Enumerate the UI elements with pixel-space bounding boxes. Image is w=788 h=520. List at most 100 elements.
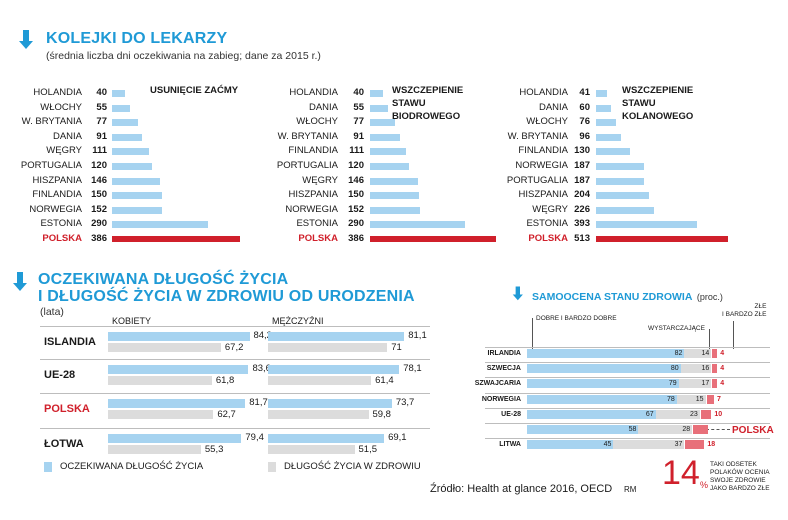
country-label: WĘGRY (302, 174, 338, 186)
good-value: 82 (674, 350, 683, 357)
expected-value: 83,6 (252, 363, 271, 374)
country-label: HOLANDIA (33, 87, 82, 98)
country-label: PORTUGALIA (276, 160, 338, 171)
expected-bar (268, 399, 392, 408)
expected-value: 78,1 (403, 363, 422, 374)
bar-value: 60 (579, 101, 590, 113)
expected-value: 81,7 (249, 397, 268, 408)
bar-value: 55 (96, 101, 107, 113)
country-label: FINLANDIA (518, 145, 568, 157)
good-segment (527, 440, 614, 450)
country-label: FINLANDIA (288, 145, 338, 157)
good-segment (527, 394, 677, 404)
bar (370, 163, 410, 170)
bar (370, 133, 400, 141)
healthy-value: 67,2 (224, 342, 244, 353)
label-bad-line (733, 321, 734, 349)
sufficient-value: 15 (695, 395, 704, 403)
bar-value: 150 (91, 189, 107, 201)
arrow-down-icon (512, 286, 523, 301)
row-separator (40, 393, 430, 394)
bar (596, 221, 698, 229)
life-country-label: POLSKA (44, 403, 90, 415)
bar-value: 77 (353, 116, 364, 128)
country-label: NORWEGIA (29, 203, 82, 215)
bad-value: 10 (714, 410, 723, 418)
bar (112, 148, 149, 156)
bar (112, 104, 131, 112)
healthy-bar (108, 343, 221, 352)
good-value: 80 (670, 365, 679, 373)
country-label: WĘGRY (46, 145, 82, 157)
label-good-line (532, 318, 533, 350)
queues-subtitle: (średnia liczba dni oczekiwania na zabie… (46, 50, 321, 62)
country-label: WŁOCHY (526, 116, 568, 128)
sufficient-segment (655, 409, 700, 419)
healthy-bar (268, 445, 355, 454)
health-row-separator (485, 438, 770, 440)
expected-bar (108, 399, 246, 408)
bar (112, 221, 209, 229)
healthy-value: 51,5 (358, 444, 378, 455)
bar (370, 192, 419, 200)
legend-healthy-swatch (268, 462, 276, 472)
bar (596, 236, 728, 242)
country-label: HOLANDIA (289, 87, 338, 98)
procedure-title: USUNIĘCIE ZAĆMY (150, 85, 239, 96)
row-separator (40, 428, 430, 429)
bar (370, 206, 420, 214)
sufficient-value: 14 (701, 350, 710, 357)
bar-value: 77 (96, 116, 107, 128)
source-note: Źródło: Health at glance 2016, OECD (430, 483, 613, 495)
col-men-header: MĘŻCZYŹNI (272, 316, 324, 326)
health-row-separator (485, 423, 770, 424)
country-label: POLSKA (528, 233, 568, 244)
good-segment (527, 409, 656, 419)
life-title-line1: OCZEKIWANA DŁUGOŚĆ ŻYCIA (38, 271, 289, 288)
bar-value: 40 (96, 87, 107, 98)
bar-value: 226 (574, 203, 590, 215)
healthy-value: 62,7 (217, 409, 236, 420)
bar-value: 91 (353, 130, 364, 142)
good-value: 45 (603, 441, 612, 449)
country-label: W. BRYTANIA (507, 130, 568, 142)
health-title-text: SAMOOCENA STANU ZDROWIA (532, 291, 693, 303)
bar (596, 163, 645, 170)
healthy-value: 59,8 (372, 409, 391, 420)
bar (370, 104, 388, 112)
expected-value: 81,1 (408, 330, 427, 341)
bar (596, 148, 630, 156)
bad-segment (700, 409, 712, 419)
life-country-label: UE-28 (44, 369, 76, 381)
country-label: POLSKA (298, 233, 338, 244)
polska-pointer (706, 429, 730, 431)
bar (596, 177, 645, 185)
bad-value: 4 (720, 365, 725, 373)
bar-value: 40 (353, 87, 364, 98)
sufficient-segment (613, 440, 685, 450)
bar (112, 133, 143, 141)
life-unit: (lata) (40, 306, 64, 318)
bar-value: 41 (579, 87, 590, 98)
bar-value: 393 (574, 218, 590, 230)
label-sufficient: WYSTARCZAJĄCE (648, 325, 705, 332)
expected-bar (108, 332, 250, 341)
country-label: DANIA (538, 101, 568, 113)
bad-segment (685, 440, 705, 450)
bar-value: 386 (91, 233, 107, 244)
bad-value: 18 (707, 441, 716, 449)
country-label: DANIA (308, 101, 338, 113)
country-label: HOLANDIA (519, 87, 568, 98)
bar (596, 206, 655, 214)
good-segment (527, 425, 639, 434)
sufficient-value: 23 (690, 410, 698, 418)
big-number-note: TAKI ODSETEK POLAKÓW OCENIA SWOJE ZDROWI… (710, 461, 770, 492)
bar-value: 91 (96, 130, 107, 142)
bar (596, 90, 607, 97)
good-segment (527, 379, 679, 389)
health-country-label: IRLANDIA (487, 350, 521, 357)
bar-value: 513 (574, 233, 590, 244)
country-label: ESTONIA (40, 218, 82, 230)
bar-value: 290 (91, 218, 107, 230)
bar (112, 119, 138, 127)
